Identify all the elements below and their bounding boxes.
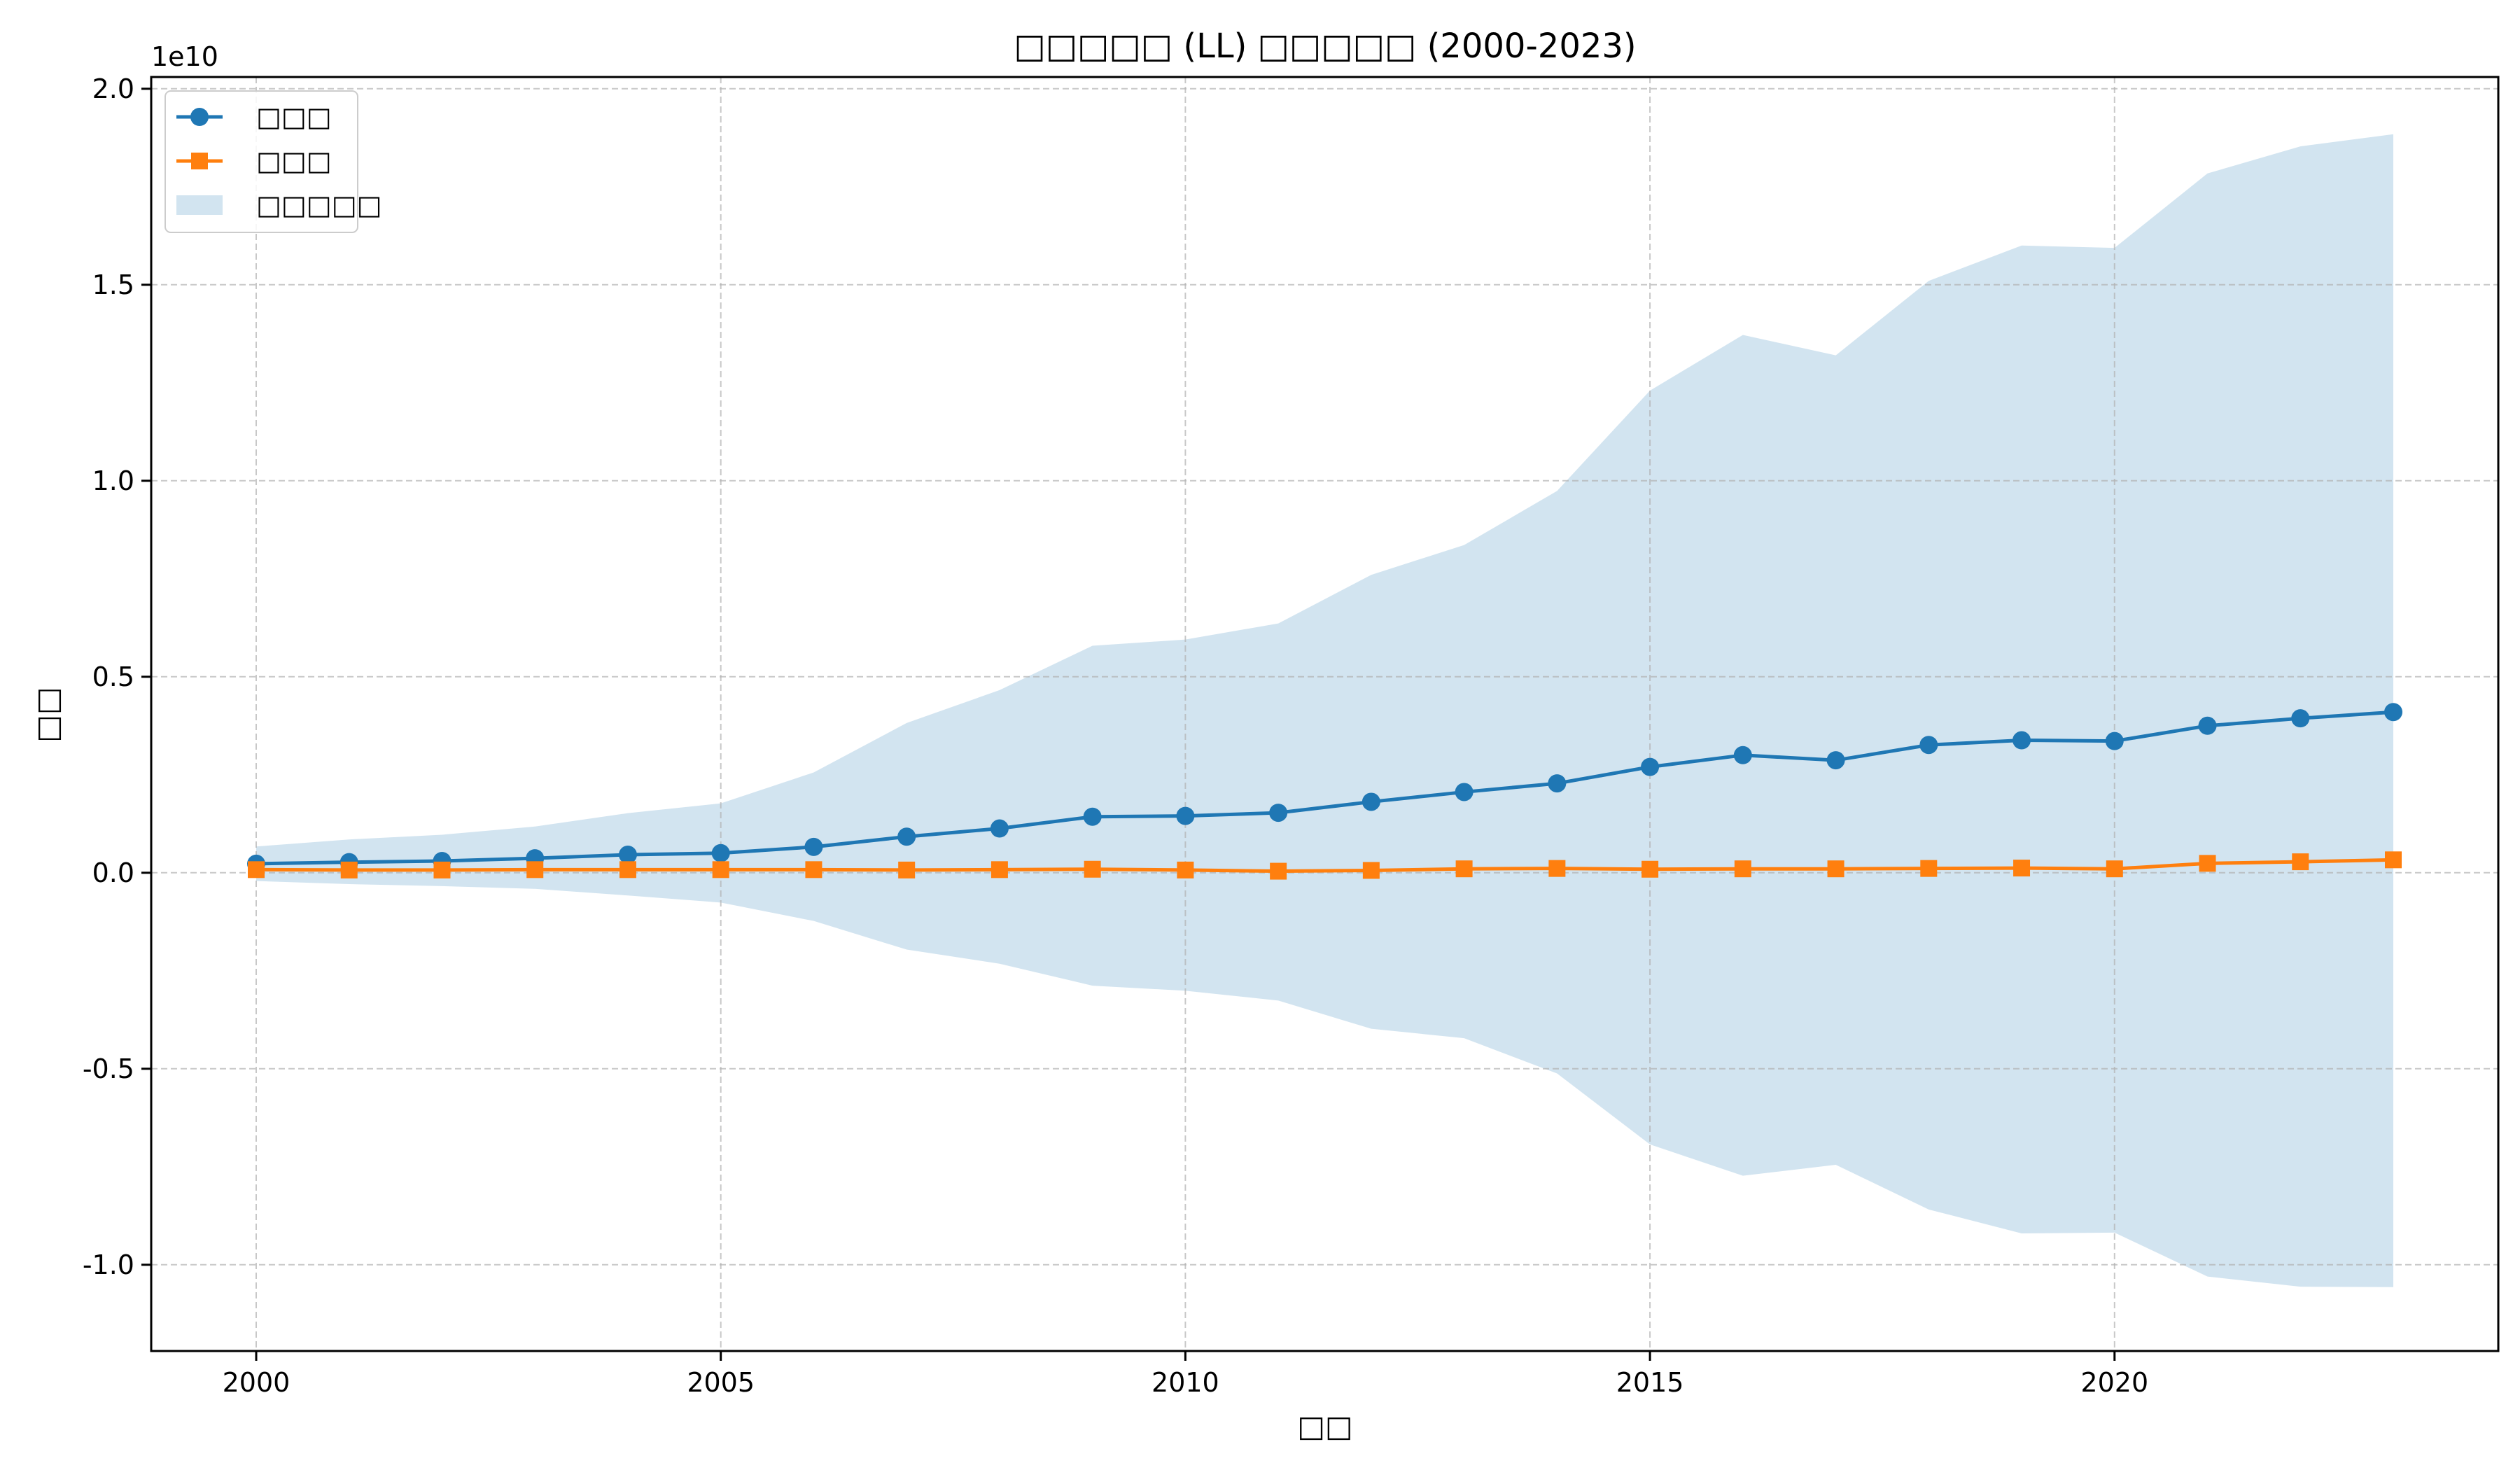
series-1-point [804,837,823,856]
series-1-point [2105,732,2124,750]
series-2-point [1734,860,1751,878]
y-axis-title: □□ [30,687,64,742]
series-1-point [1455,783,1474,802]
series-2-point [898,861,916,878]
series-1-point [1826,751,1845,770]
plot-frame [150,76,2500,1352]
series-1-point [1362,792,1380,811]
x-tick-label: 2010 [1152,1367,1219,1398]
y-tick-label: 1.0 [92,465,134,496]
series-2-point [1177,861,1194,878]
y-tick-label: 0.0 [92,858,134,888]
series-1-point [711,844,730,862]
series-2-point [712,861,729,878]
series-2-point [247,861,265,878]
legend-marker [190,108,209,126]
series-2-point [2385,851,2402,869]
x-tick-label: 2005 [687,1367,755,1398]
y-tick-label: 0.5 [92,662,134,692]
series-2-point [1084,860,1101,878]
series-1-point [2198,716,2217,735]
series-2-point [1455,860,1473,878]
series-2-point [1548,860,1566,877]
series-2-point [805,861,822,878]
x-tick-label: 2015 [1616,1367,1684,1398]
series-2-point [526,861,544,878]
y-tick-label: 1.5 [92,270,134,300]
series-1-point [618,846,637,864]
series-1-point [1641,757,1660,776]
legend-label: □□□□□ [256,190,382,220]
series-2-point [2292,853,2309,871]
series-2-point [2199,855,2216,872]
series-1-point [897,827,916,846]
series-2-point [619,861,636,878]
series-2-point [1362,862,1380,879]
series-1-point [1269,804,1288,822]
series-1-point [1176,806,1195,825]
series-1-point [1548,774,1567,793]
series-2-point [2106,860,2123,878]
legend-box [164,90,358,233]
series-2-point [1920,860,1938,877]
series-1-point [2291,709,2310,728]
legend-label: □□□ [256,146,332,176]
legend: □□□□□□□□□□□ [164,90,382,233]
series-2-point [1642,860,1659,878]
series-2-point [1270,862,1287,880]
confidence-band [256,134,2393,1287]
series-line-2 [255,858,2394,874]
x-axis-title: □□ [1297,1409,1352,1443]
legend-label: □□□ [256,102,332,132]
legend-marker [191,153,208,169]
series-1-point [1083,807,1102,826]
series-2-point [2013,860,2031,877]
y-tick-label: 2.0 [92,74,134,104]
y-offset-label: 1e10 [151,41,218,72]
x-tick-label: 2020 [2080,1367,2148,1398]
series-2-point [433,861,451,878]
series-1-point [2384,703,2403,722]
series-2-point [990,861,1008,878]
y-tick-label: -0.5 [83,1054,134,1084]
y-tick-label: -1.0 [83,1250,134,1280]
series-1-point [990,819,1009,838]
series-line-1 [255,710,2394,866]
legend-band-swatch [176,195,223,215]
x-tick-label: 2000 [223,1367,290,1398]
plot-area: 2000 2005 2010 2015 2020 -1.0 -0.5 0.0 0.5 1.0 1.5… [83,74,2500,1398]
series-1-point [2012,731,2031,750]
chart-title: □□□□□ (LL) □□□□□ (2000-2023) [1014,27,1636,66]
series-2-point [340,861,358,878]
series-1-point [1919,736,1938,755]
series-2-point [1827,860,1844,878]
series-1-point [1733,746,1752,764]
